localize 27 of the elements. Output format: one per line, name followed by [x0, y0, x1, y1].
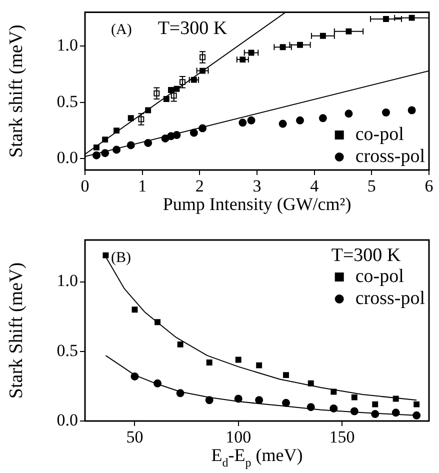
legend-title: T=300 K	[331, 245, 401, 266]
legend-label: co-pol	[355, 266, 404, 287]
legend-label: co-pol	[355, 124, 404, 145]
y-tick-label: 1.0	[56, 35, 78, 54]
x-tick-label: 1	[138, 176, 147, 196]
y-tick-label: 0.5	[56, 92, 78, 111]
legend-label: cross-pol	[355, 288, 425, 309]
x-tick-label: 6	[424, 176, 434, 196]
x-axis-title: Pump Intensity (GW/cm²)	[162, 194, 352, 214]
x-tick-label: 2	[195, 176, 204, 196]
annotation: (B)	[111, 250, 131, 266]
y-tick-label: 0.5	[56, 340, 78, 360]
y-axis-title: Stark Shift (meV)	[6, 262, 27, 399]
x-tick-label: 5	[367, 176, 376, 196]
x-tick-label: 50	[126, 428, 144, 447]
x-tick-label: 3	[252, 176, 262, 196]
x-tick-label: 100	[226, 428, 252, 447]
y-axis-title: Stark shift (meV)	[6, 24, 27, 158]
y-tick-label: 0.0	[56, 148, 78, 168]
x-tick-label: 150	[329, 428, 355, 447]
x-tick-label: 4	[310, 176, 320, 196]
y-tick-label: 1.0	[56, 271, 78, 290]
annotation: (A)	[111, 22, 132, 38]
annotation: T=300 K	[158, 18, 228, 40]
y-tick-label: 0.0	[56, 410, 78, 430]
x-tick-label: 0	[80, 176, 90, 196]
legend-label: cross-pol	[355, 146, 425, 167]
